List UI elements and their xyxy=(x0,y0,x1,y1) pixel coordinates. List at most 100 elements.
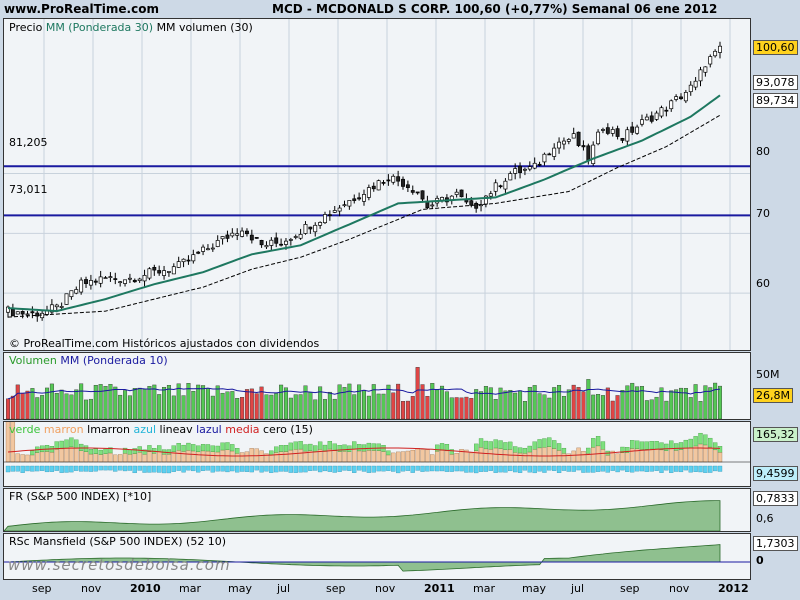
osc-bar-blue xyxy=(93,465,98,472)
candle xyxy=(566,139,571,142)
volume-bar xyxy=(410,396,415,419)
osc-bar-blue xyxy=(669,465,674,473)
volume-bar xyxy=(415,367,420,419)
osc-bar-green xyxy=(347,445,352,452)
osc-bar xyxy=(20,454,25,463)
osc-bar-blue xyxy=(322,465,328,472)
osc-bar-green xyxy=(313,445,318,452)
volume-bar xyxy=(132,388,137,419)
osc-bar xyxy=(137,452,142,463)
osc-bar-blue xyxy=(556,465,562,474)
osc-bar-green xyxy=(157,445,162,452)
volume-bar xyxy=(654,396,659,419)
osc-bar xyxy=(488,449,493,463)
volume-bar xyxy=(283,387,288,419)
osc-bar xyxy=(113,454,118,463)
candle xyxy=(30,311,35,314)
osc-bar-green xyxy=(88,449,94,455)
osc-bar xyxy=(142,454,147,463)
candle xyxy=(220,236,225,240)
volume-bar xyxy=(142,389,147,419)
volume-bar xyxy=(644,400,649,419)
osc-bar-green xyxy=(386,450,391,456)
osc-bar-blue xyxy=(132,465,137,474)
osc-bar xyxy=(435,451,440,463)
osc-bar-blue xyxy=(69,465,74,473)
candle xyxy=(54,304,59,308)
osc-bar xyxy=(293,449,298,463)
osc-bar xyxy=(376,450,381,463)
candle xyxy=(215,240,220,247)
osc-bar-blue xyxy=(59,465,64,473)
candle xyxy=(288,239,293,241)
x-tick-label: 2011 xyxy=(424,582,455,595)
osc-bar-blue xyxy=(361,465,367,472)
osc-bar-green xyxy=(493,439,498,449)
candle xyxy=(571,133,576,139)
candle xyxy=(454,191,459,195)
osc-bar-blue xyxy=(488,465,493,471)
candle xyxy=(342,204,347,207)
osc-bar xyxy=(122,453,128,463)
osc-bar-blue xyxy=(10,465,16,472)
osc-bar xyxy=(552,448,557,463)
osc-bar-blue xyxy=(634,465,640,472)
candle xyxy=(352,198,357,201)
osc-bar-blue xyxy=(717,465,723,472)
osc-bar-blue xyxy=(435,465,440,472)
candle xyxy=(605,127,610,134)
osc-bar xyxy=(483,448,489,463)
osc-bar-green xyxy=(649,441,654,450)
osc-bar xyxy=(342,451,347,463)
candle xyxy=(235,233,240,236)
osc-bar-green xyxy=(527,445,532,453)
candle xyxy=(698,69,703,82)
volume-bar xyxy=(513,392,518,419)
volume-bar xyxy=(532,385,537,419)
osc-bar-green xyxy=(293,441,298,450)
osc-bar xyxy=(649,448,654,463)
osc-bar-green xyxy=(220,442,225,451)
volume-bar xyxy=(6,398,10,419)
candle xyxy=(518,165,523,173)
osc-bar-green xyxy=(142,449,147,455)
candle xyxy=(581,145,586,148)
osc-bar-green xyxy=(659,442,664,451)
osc-bar xyxy=(83,451,89,463)
legend-lmarron: lmarron xyxy=(87,423,130,436)
candle xyxy=(674,96,679,100)
osc-bar xyxy=(439,450,445,463)
volume-bar xyxy=(303,385,308,419)
osc-bar-blue xyxy=(137,465,142,471)
osc-bar xyxy=(235,453,240,463)
osc-bar-blue xyxy=(654,465,659,471)
volume-bar xyxy=(678,387,683,419)
osc-bar xyxy=(356,450,362,463)
hline-label-high: 81,205 xyxy=(9,136,48,149)
osc-bar-blue xyxy=(581,465,586,473)
volume-bar xyxy=(488,387,493,419)
candle xyxy=(225,234,230,239)
osc-bar-green xyxy=(181,444,186,452)
volume-bar xyxy=(259,386,264,419)
osc-bar xyxy=(654,448,659,463)
osc-bar-blue xyxy=(147,465,152,473)
volume-legend: Volumen MM (Ponderada 10) xyxy=(9,354,168,367)
osc-bar xyxy=(395,451,401,463)
candle xyxy=(186,259,191,262)
osc-bar-green xyxy=(132,448,137,454)
volume-bar xyxy=(469,398,474,419)
osc-bar-green xyxy=(327,441,333,450)
volume-bar xyxy=(45,387,50,419)
osc-bar-green xyxy=(147,445,152,452)
volume-bar xyxy=(444,391,449,419)
candle xyxy=(347,200,352,207)
osc-bar-blue xyxy=(200,465,206,471)
rsc-last-badge: 1,7303 xyxy=(753,536,798,551)
volume-bar xyxy=(240,397,245,419)
x-tick-label: mar xyxy=(473,582,495,595)
x-tick-label: 2012 xyxy=(718,582,749,595)
osc-bar-blue xyxy=(278,465,284,472)
x-tick-label: sep xyxy=(326,582,346,595)
ma30-value-badge: 93,078 xyxy=(753,75,798,90)
